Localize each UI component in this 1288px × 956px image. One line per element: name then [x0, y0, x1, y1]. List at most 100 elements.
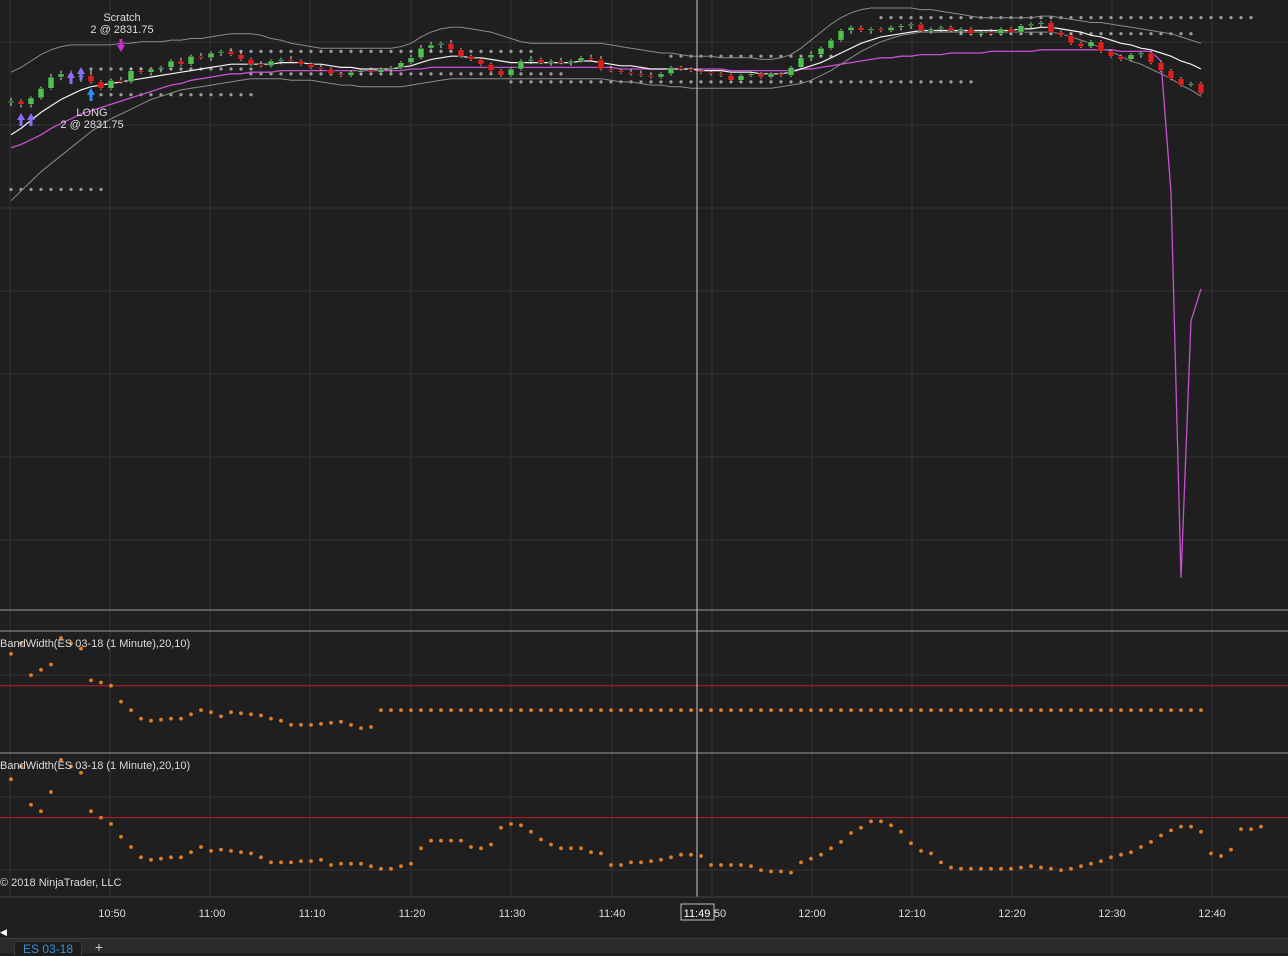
- candle[interactable]: [987, 28, 995, 36]
- candle[interactable]: [1187, 81, 1195, 87]
- candle[interactable]: [297, 59, 305, 66]
- candle[interactable]: [697, 69, 705, 74]
- candle[interactable]: [237, 51, 245, 61]
- candle[interactable]: [707, 70, 715, 76]
- candle[interactable]: [687, 67, 695, 73]
- candle[interactable]: [347, 70, 355, 78]
- candle[interactable]: [857, 25, 865, 33]
- candle[interactable]: [247, 57, 255, 66]
- candle[interactable]: [517, 59, 525, 71]
- candle[interactable]: [137, 67, 145, 74]
- candle[interactable]: [1157, 61, 1165, 73]
- candle[interactable]: [527, 56, 535, 65]
- candle[interactable]: [627, 69, 635, 76]
- candle[interactable]: [367, 67, 375, 74]
- candle[interactable]: [147, 67, 155, 76]
- candle[interactable]: [837, 28, 845, 42]
- candle[interactable]: [387, 65, 395, 73]
- candle[interactable]: [597, 56, 605, 71]
- candle[interactable]: [287, 56, 295, 63]
- candle[interactable]: [797, 56, 805, 70]
- candle[interactable]: [207, 51, 215, 61]
- candle[interactable]: [377, 67, 385, 74]
- candle[interactable]: [907, 22, 915, 29]
- candle[interactable]: [47, 73, 55, 90]
- candle[interactable]: [27, 96, 35, 108]
- candle[interactable]: [337, 72, 345, 78]
- candle[interactable]: [1097, 40, 1105, 53]
- candle[interactable]: [487, 62, 495, 73]
- candle[interactable]: [357, 69, 365, 76]
- candle[interactable]: [457, 48, 465, 58]
- scroll-left-button[interactable]: ◀: [0, 927, 7, 937]
- candle[interactable]: [727, 73, 735, 82]
- candle[interactable]: [427, 41, 435, 52]
- trading-chart[interactable]: 10:50 11:00 11:10 11:20 11:30 11:40 12:00 12:10…: [0, 0, 1288, 926]
- candle[interactable]: [257, 61, 265, 68]
- candle[interactable]: [807, 51, 815, 61]
- candle[interactable]: [417, 44, 425, 60]
- candle[interactable]: [747, 72, 755, 78]
- candle[interactable]: [87, 70, 95, 84]
- candle[interactable]: [397, 61, 405, 70]
- candle[interactable]: [917, 22, 925, 33]
- candle[interactable]: [467, 54, 475, 61]
- entry-arrow-icon[interactable]: [27, 113, 35, 126]
- candle[interactable]: [667, 65, 675, 76]
- candle[interactable]: [1127, 52, 1135, 61]
- panel-separators[interactable]: [0, 609, 1288, 754]
- candle[interactable]: [447, 40, 455, 52]
- time-axis[interactable]: 10:50 11:00 11:10 11:20 11:30 11:40 12:00 12:10…: [0, 896, 1288, 926]
- candle[interactable]: [1177, 77, 1185, 87]
- candle[interactable]: [1087, 40, 1095, 49]
- candle[interactable]: [7, 97, 15, 106]
- candle[interactable]: [817, 46, 825, 57]
- candle[interactable]: [277, 57, 285, 65]
- candle[interactable]: [947, 25, 955, 33]
- candle[interactable]: [977, 30, 985, 37]
- entry-arrow-icon[interactable]: [17, 113, 25, 126]
- candle[interactable]: [127, 67, 135, 84]
- candle[interactable]: [717, 72, 725, 78]
- candle[interactable]: [1107, 49, 1115, 58]
- bandwidth-panel-1[interactable]: [0, 636, 1288, 730]
- candle[interactable]: [307, 62, 315, 70]
- candle[interactable]: [827, 38, 835, 50]
- candle[interactable]: [57, 70, 65, 81]
- candle[interactable]: [847, 25, 855, 34]
- candle[interactable]: [17, 99, 25, 108]
- candle[interactable]: [437, 41, 445, 49]
- candle[interactable]: [547, 59, 555, 66]
- candle[interactable]: [1147, 51, 1155, 65]
- candle[interactable]: [577, 56, 585, 63]
- candle[interactable]: [167, 59, 175, 70]
- candle[interactable]: [1057, 30, 1065, 37]
- candle[interactable]: [967, 27, 975, 36]
- candle[interactable]: [777, 72, 785, 78]
- candle[interactable]: [1077, 41, 1085, 49]
- candle[interactable]: [1117, 54, 1125, 61]
- candle[interactable]: [927, 27, 935, 34]
- candle[interactable]: [957, 27, 965, 34]
- candle[interactable]: [737, 73, 745, 82]
- candle[interactable]: [787, 65, 795, 78]
- candle[interactable]: [767, 72, 775, 79]
- candle[interactable]: [227, 48, 235, 57]
- candle[interactable]: [587, 54, 595, 61]
- add-tab-button[interactable]: +: [94, 939, 104, 955]
- candle[interactable]: [887, 25, 895, 33]
- candle[interactable]: [217, 49, 225, 57]
- candle[interactable]: [537, 57, 545, 65]
- candle[interactable]: [867, 27, 875, 34]
- candle[interactable]: [197, 52, 205, 60]
- candle[interactable]: [157, 65, 165, 73]
- entry-arrow-icon[interactable]: [77, 67, 85, 80]
- candle[interactable]: [607, 65, 615, 73]
- candle[interactable]: [897, 24, 905, 31]
- candle[interactable]: [657, 72, 665, 79]
- tab-es-03-18[interactable]: ES 03-18: [14, 941, 83, 956]
- candle[interactable]: [637, 70, 645, 78]
- candle[interactable]: [117, 77, 125, 84]
- candle[interactable]: [477, 57, 485, 66]
- candle[interactable]: [317, 64, 325, 71]
